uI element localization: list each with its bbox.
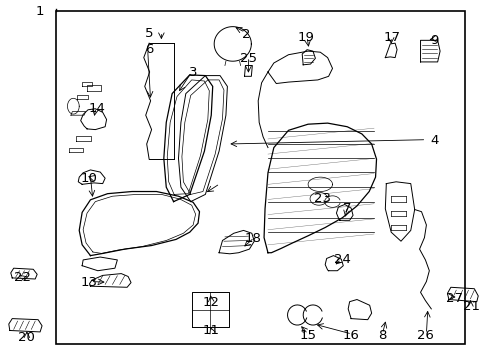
Text: 2: 2 (241, 28, 250, 41)
Text: 1: 1 (36, 5, 44, 18)
Text: 20: 20 (19, 331, 35, 344)
Text: 7: 7 (342, 202, 351, 215)
Text: 12: 12 (203, 296, 219, 309)
Text: 24: 24 (333, 253, 350, 266)
Text: 9: 9 (429, 34, 438, 47)
Text: 15: 15 (299, 329, 316, 342)
Text: 21: 21 (463, 300, 479, 313)
Text: 13: 13 (81, 276, 98, 289)
Text: 3: 3 (188, 66, 197, 79)
Text: 5: 5 (144, 27, 153, 40)
Text: 10: 10 (81, 172, 98, 185)
Text: 27: 27 (446, 292, 462, 305)
Text: 11: 11 (203, 324, 219, 337)
Text: 25: 25 (240, 52, 256, 65)
Text: 23: 23 (314, 192, 330, 205)
Text: 14: 14 (88, 102, 105, 114)
Text: 22: 22 (14, 271, 30, 284)
Text: 6: 6 (144, 43, 153, 56)
Text: 16: 16 (342, 329, 359, 342)
Text: 8: 8 (377, 329, 386, 342)
Text: 18: 18 (244, 232, 261, 245)
Text: 17: 17 (383, 31, 400, 44)
Text: 19: 19 (297, 31, 313, 44)
Text: 26: 26 (416, 329, 433, 342)
Bar (56, 11, 464, 344)
Text: 4: 4 (429, 134, 438, 147)
